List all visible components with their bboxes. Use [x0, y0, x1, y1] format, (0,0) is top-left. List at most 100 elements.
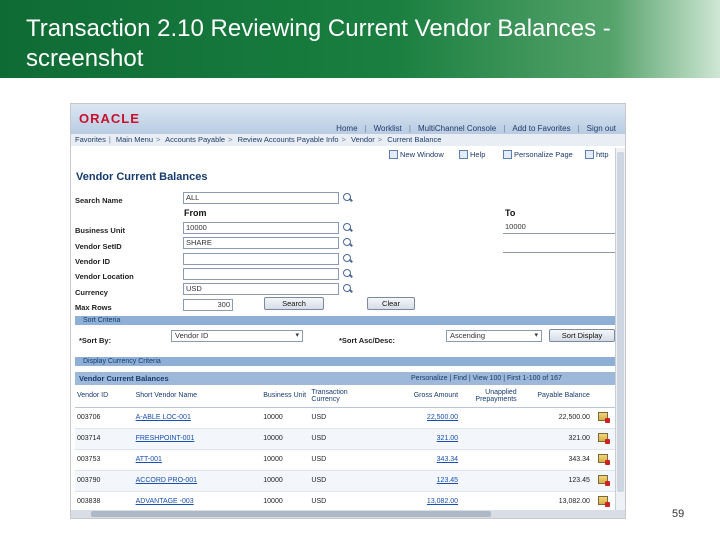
cell-vendor-name-link[interactable]: ADVANTAGE -003: [133, 491, 262, 513]
display-currency-section[interactable]: Display Currency Criteria: [75, 357, 615, 366]
grid-title: Vendor Current Balances: [79, 374, 169, 383]
slide-title: Transaction 2.10 Reviewing Current Vendo…: [26, 15, 611, 72]
col-unapplied-prepayments[interactable]: Unapplied Prepayments: [460, 385, 519, 408]
cell-gross-amount-link[interactable]: 13,082.00: [372, 491, 461, 513]
vendor-id-lookup-icon[interactable]: [343, 254, 353, 264]
nav-add-favorites-link[interactable]: Add to Favorites: [512, 124, 571, 133]
col-transaction-currency[interactable]: Transaction Currency: [309, 385, 373, 408]
table-row: 003838 ADVANTAGE -003 10000 USD 13,082.0…: [75, 491, 615, 513]
nav-signout-link[interactable]: Sign out: [586, 124, 616, 133]
new-window-link[interactable]: New Window: [389, 150, 444, 159]
slide-header: Transaction 2.10 Reviewing Current Vendo…: [0, 0, 720, 78]
col-vendor-id[interactable]: Vendor ID: [75, 385, 134, 408]
help-label: Help: [470, 150, 486, 159]
personalize-page-link[interactable]: Personalize Page: [503, 150, 573, 159]
nav-multichannel-link[interactable]: MultiChannel Console: [417, 124, 497, 133]
sort-criteria-section[interactable]: Sort Criteria: [75, 316, 615, 325]
cell-vendor-name-link[interactable]: A-ABLE LOC-001: [133, 407, 262, 429]
http-link[interactable]: http: [585, 150, 609, 159]
horizontal-scroll-thumb[interactable]: [91, 511, 491, 517]
cell-business-unit: 10000: [261, 491, 310, 513]
cell-vendor-id: 003790: [75, 470, 134, 492]
cell-unapplied-prepayments: [460, 470, 519, 492]
currency-lookup-icon[interactable]: [343, 284, 353, 294]
business-unit-from-lookup-icon[interactable]: [343, 223, 353, 233]
vendor-setid-lookup-icon[interactable]: [343, 238, 353, 248]
cell-action[interactable]: [591, 491, 615, 513]
breadcrumb-vendor[interactable]: Vendor: [350, 135, 375, 144]
cell-unapplied-prepayments: [460, 449, 519, 471]
vertical-scroll-thumb[interactable]: [617, 152, 624, 492]
col-payable-balance[interactable]: Payable Balance: [518, 385, 592, 408]
cell-vendor-name-link[interactable]: ATT-001: [133, 449, 262, 471]
search-name-lookup-icon[interactable]: [343, 193, 353, 203]
cell-vendor-name-link[interactable]: ACCORD PRO-001: [133, 470, 262, 492]
cell-gross-amount-link[interactable]: 123.45: [372, 470, 461, 492]
table-row: 003790 ACCORD PRO-001 10000 USD 123.45 1…: [75, 470, 615, 492]
vendor-detail-icon[interactable]: [598, 496, 611, 507]
currency-input[interactable]: USD: [183, 283, 339, 295]
to-field-divider: [503, 252, 615, 253]
cell-business-unit: 10000: [261, 407, 310, 429]
nav-separator: |: [577, 124, 580, 133]
sort-display-button[interactable]: Sort Display: [549, 329, 615, 342]
max-rows-input[interactable]: 300: [183, 299, 233, 311]
nav-home-link[interactable]: Home: [336, 124, 358, 133]
business-unit-from-input[interactable]: 10000: [183, 222, 339, 234]
vendor-setid-label: Vendor SetID: [75, 242, 122, 251]
chevron-down-icon: ▾: [295, 332, 299, 339]
col-short-vendor-name[interactable]: Short Vendor Name: [133, 385, 262, 408]
sort-order-value: Ascending: [450, 331, 486, 340]
page-title: Vendor Current Balances: [76, 171, 208, 183]
vendor-location-input[interactable]: [183, 268, 339, 280]
cell-action[interactable]: [591, 407, 615, 429]
breadcrumb-current-balance[interactable]: Current Balance: [387, 135, 442, 144]
sort-by-select[interactable]: Vendor ID ▾: [171, 330, 303, 342]
col-actions: [591, 385, 615, 408]
horizontal-scrollbar[interactable]: [71, 510, 625, 518]
cell-business-unit: 10000: [261, 470, 310, 492]
vendor-location-lookup-icon[interactable]: [343, 269, 353, 279]
vendor-id-input[interactable]: [183, 253, 339, 265]
breadcrumb-accounts-payable[interactable]: Accounts Payable: [165, 135, 226, 144]
nav-separator: |: [364, 124, 367, 133]
cell-gross-amount-link[interactable]: 321.00: [372, 428, 461, 450]
nav-worklist-link[interactable]: Worklist: [373, 124, 402, 133]
cell-vendor-id: 003714: [75, 428, 134, 450]
clear-button[interactable]: Clear: [367, 297, 415, 310]
http-icon: [585, 150, 594, 159]
vendor-setid-input[interactable]: SHARE: [183, 237, 339, 249]
col-gross-amount[interactable]: Gross Amount: [372, 385, 461, 408]
cell-gross-amount-link[interactable]: 22,500.00: [372, 407, 461, 429]
cell-action[interactable]: [591, 470, 615, 492]
personalize-icon: [503, 150, 512, 159]
vendor-detail-icon[interactable]: [598, 454, 611, 465]
cell-action[interactable]: [591, 428, 615, 450]
cell-vendor-name-link[interactable]: FRESHPOINT-001: [133, 428, 262, 450]
breadcrumb-separator: >: [228, 135, 233, 144]
top-nav: Home | Worklist | MultiChannel Console |…: [331, 124, 621, 133]
search-name-input[interactable]: ALL: [183, 192, 339, 204]
cell-gross-amount-link[interactable]: 343.34: [372, 449, 461, 471]
cell-currency: USD: [309, 470, 373, 492]
nav-separator: |: [503, 124, 506, 133]
vertical-scrollbar[interactable]: [615, 148, 625, 518]
col-business-unit[interactable]: Business Unit: [261, 385, 310, 408]
cell-unapplied-prepayments: [460, 428, 519, 450]
breadcrumb-main-menu[interactable]: Main Menu: [115, 135, 153, 144]
vendor-detail-icon[interactable]: [598, 412, 611, 423]
vendor-detail-icon[interactable]: [598, 433, 611, 444]
breadcrumb-favorites[interactable]: Favorites: [75, 135, 106, 144]
breadcrumb-review-ap-info[interactable]: Review Accounts Payable Info: [237, 135, 339, 144]
cell-business-unit: 10000: [261, 428, 310, 450]
table-row: 003753 ATT-001 10000 USD 343.34 343.34: [75, 449, 615, 471]
help-link[interactable]: Help: [459, 150, 485, 159]
breadcrumb: Favorites | Main Menu > Accounts Payable > …: [71, 134, 625, 146]
vendor-detail-icon[interactable]: [598, 475, 611, 486]
cell-action[interactable]: [591, 449, 615, 471]
grid-navigation[interactable]: Personalize | Find | View 100 | First 1-…: [411, 375, 562, 382]
business-unit-to-input[interactable]: 10000: [503, 222, 615, 234]
search-button[interactable]: Search: [264, 297, 324, 310]
new-window-icon: [389, 150, 398, 159]
sort-order-select[interactable]: Ascending ▾: [446, 330, 542, 342]
